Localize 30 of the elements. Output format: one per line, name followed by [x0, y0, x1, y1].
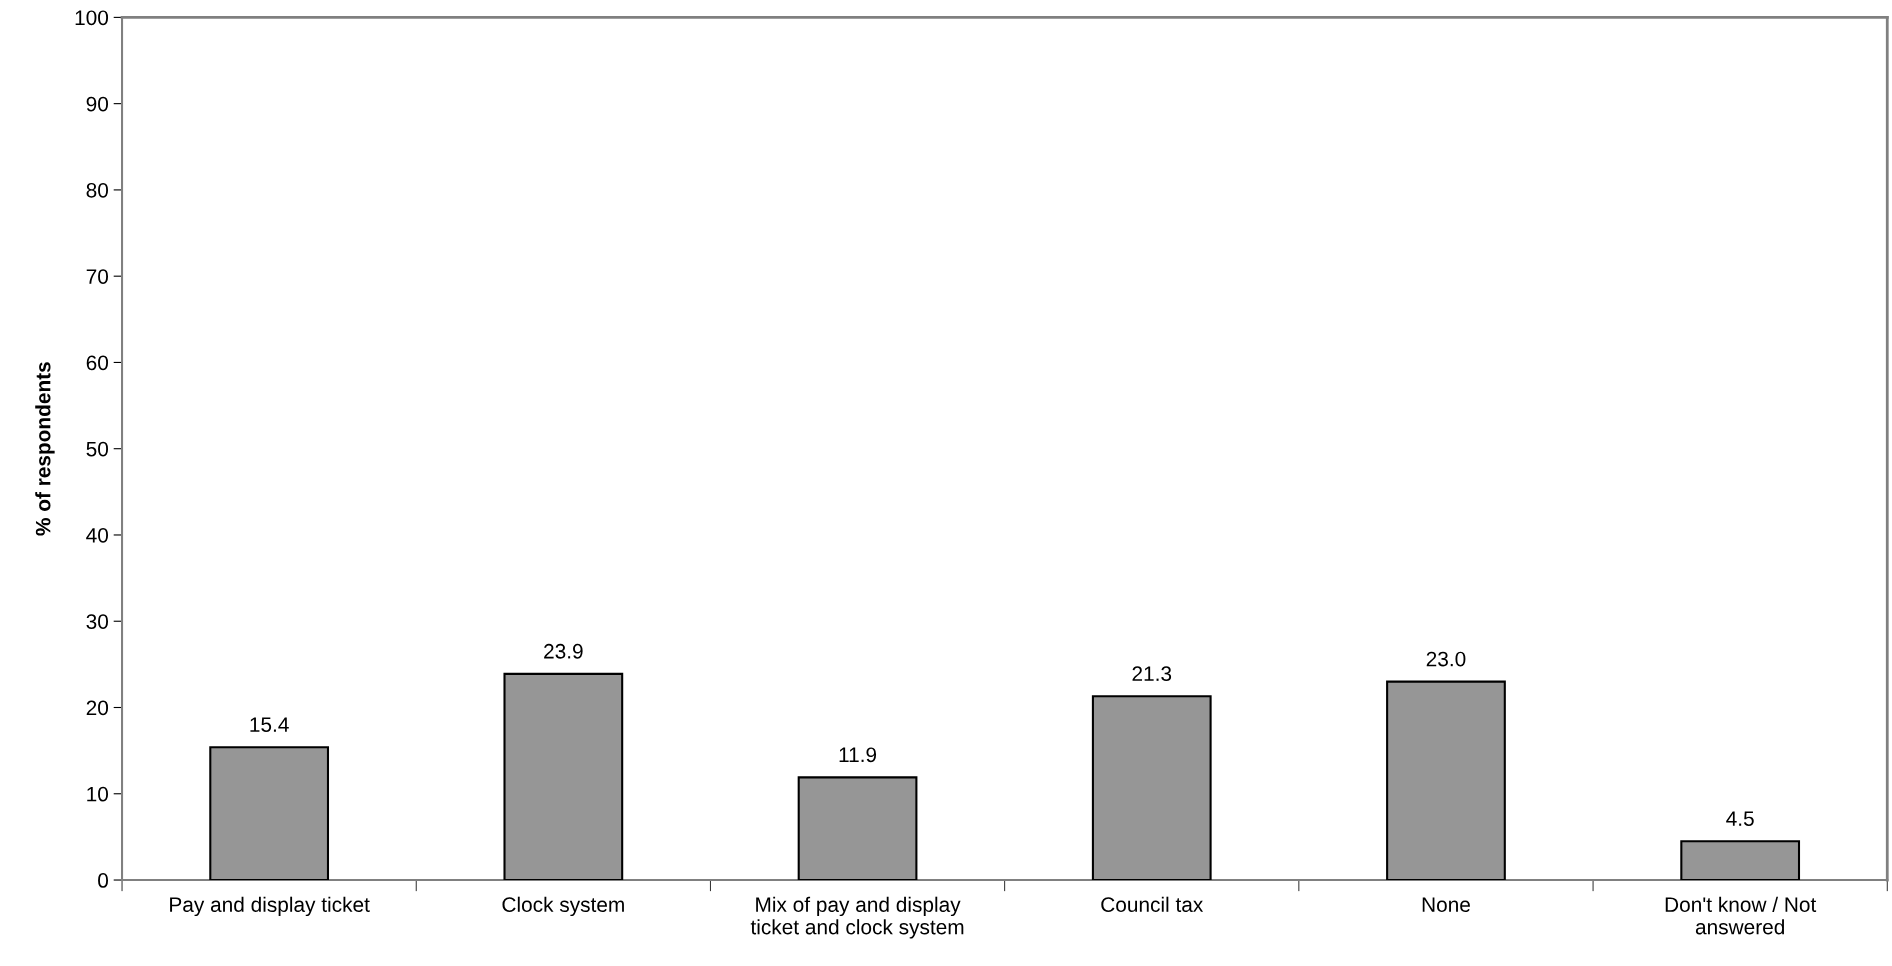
y-tick-label: 80: [86, 182, 109, 198]
y-tick-label: 50: [86, 441, 109, 457]
y-tick-label: 0: [98, 873, 109, 888]
x-tick-label: Mix of pay and display ticket and clock system: [750, 896, 964, 939]
x-tick-label: Don't know / Not answered: [1665, 896, 1817, 935]
y-tick-label: 90: [86, 96, 109, 112]
y-tick-label: 20: [86, 700, 109, 716]
bar: [1680, 840, 1801, 881]
data-label: 15.4: [250, 717, 289, 732]
y-tick-label: 100: [75, 10, 109, 26]
x-tick-label: Pay and display ticket: [170, 896, 370, 917]
x-tick-label: Clock system: [502, 896, 624, 917]
bar: [503, 672, 624, 881]
data-label: 4.5: [1726, 811, 1754, 826]
data-label: 21.3: [1132, 666, 1172, 682]
y-tick-label: 10: [87, 786, 109, 802]
y-tick-label: 30: [86, 614, 109, 629]
bar: [1386, 680, 1506, 881]
bar: [1091, 695, 1212, 881]
bar: [797, 776, 918, 881]
y-tick-label: 60: [86, 355, 109, 371]
y-tick-label: 40: [86, 527, 109, 543]
data-label: 11.9: [839, 747, 877, 763]
y-tick-label: 70: [86, 269, 109, 284]
x-tick-label: None: [1422, 897, 1470, 912]
y-axis-title: % of respondents: [35, 362, 55, 536]
data-label: 23.9: [544, 643, 583, 659]
x-tick-label: Council tax: [1101, 896, 1204, 912]
bar: [209, 746, 330, 881]
data-label: 23.0: [1426, 651, 1466, 667]
